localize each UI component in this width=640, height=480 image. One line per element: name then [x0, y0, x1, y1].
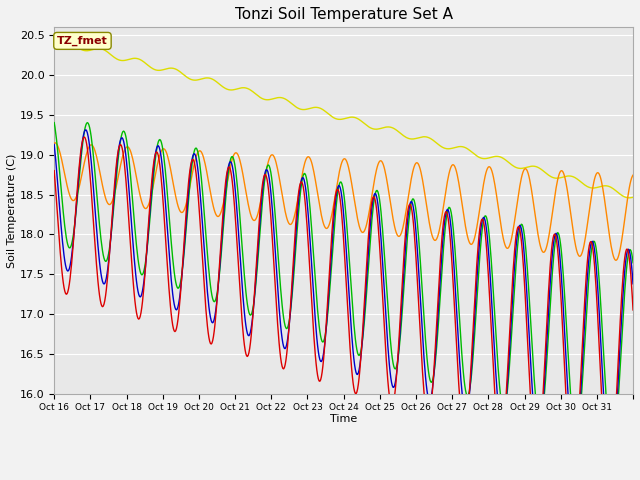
Text: TZ_fmet: TZ_fmet — [57, 36, 108, 46]
X-axis label: Time: Time — [330, 414, 357, 424]
Y-axis label: Soil Temperature (C): Soil Temperature (C) — [7, 153, 17, 268]
Legend: 2cm, 4cm, 8cm, 16cm, 32cm: 2cm, 4cm, 8cm, 16cm, 32cm — [168, 479, 520, 480]
Title: Tonzi Soil Temperature Set A: Tonzi Soil Temperature Set A — [235, 7, 452, 22]
